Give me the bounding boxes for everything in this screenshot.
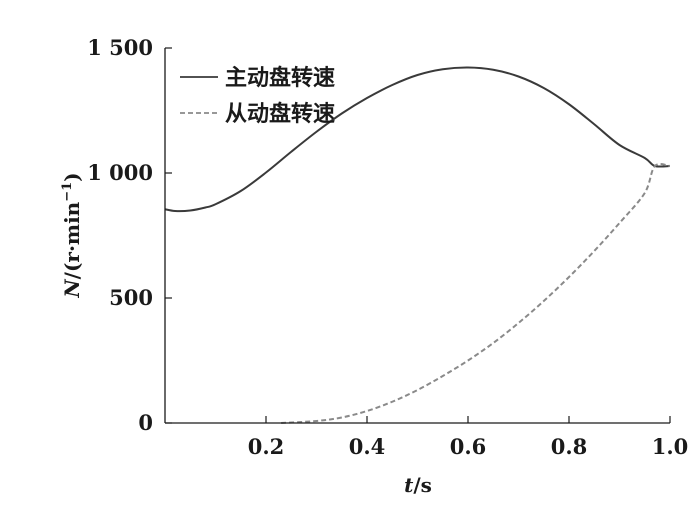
plot-lines [164,66,671,424]
x-axis-label: t/s [404,473,432,497]
x-tick-label-0: 0.2 [248,434,285,459]
legend: 主动盘转速 从动盘转速 [180,65,335,127]
y-tick-label-3: 1 500 [87,35,153,60]
x-tick-label-4: 1.0 [652,434,689,459]
x-tick-label-3: 0.8 [551,434,588,459]
y-tick-label-2: 1 000 [87,160,153,185]
x-tick-label-2: 0.6 [450,434,487,459]
legend-label-driven: 从动盘转速 [225,101,335,127]
axes [164,48,670,424]
y-tick-label-1: 500 [109,285,153,310]
series-line-1 [281,163,671,424]
y-axis-label: N/(r·min−1) [60,172,84,298]
legend-label-master: 主动盘转速 [225,65,335,91]
y-tick-label-0: 0 [138,410,153,435]
x-tick-label-1: 0.4 [349,434,386,459]
ticks: 0.2 0.4 0.6 0.8 1.0 0 500 1 000 1 500 [87,35,688,459]
series-line-0 [164,66,671,213]
